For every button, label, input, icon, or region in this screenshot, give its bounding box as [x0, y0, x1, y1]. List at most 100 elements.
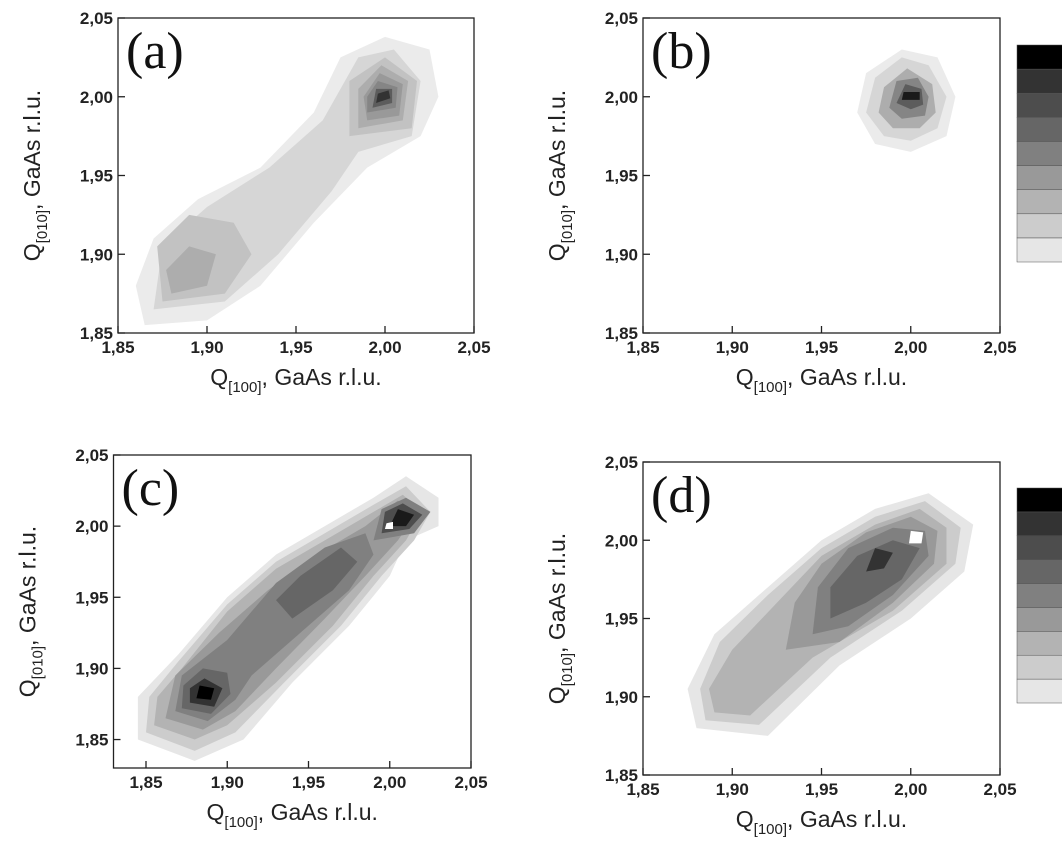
y-tick-label: 1,95 — [605, 610, 638, 629]
contour-level — [389, 509, 415, 527]
y-tick-label: 1,95 — [605, 167, 638, 186]
x-tick-label: 2,00 — [368, 338, 401, 357]
contour-level — [276, 547, 358, 619]
contour-level — [376, 90, 391, 103]
axis-label-rest: , GaAs r.l.u. — [787, 806, 907, 832]
y-tick-label: 1,90 — [605, 245, 638, 264]
axis-label-sub: [010] — [559, 210, 576, 243]
y-tick-label: 2,05 — [80, 9, 113, 28]
axis-label-sub: [010] — [559, 653, 576, 686]
contour-level — [196, 685, 215, 700]
y-tick-label: 1,85 — [80, 324, 113, 343]
x-tick-label: 2,00 — [894, 780, 927, 799]
colorbar-swatch — [1016, 559, 1062, 584]
colorbar-swatch — [1016, 678, 1062, 704]
y-tick-label: 1,95 — [75, 588, 108, 607]
axis-label-sub: [010] — [34, 210, 51, 243]
axis-label-rest: , GaAs r.l.u. — [15, 526, 41, 646]
axis-label-main: Q — [736, 806, 754, 832]
contour-level — [909, 530, 924, 544]
axis-label-main: Q — [207, 799, 225, 825]
colorbar-swatch — [1016, 511, 1062, 537]
colorbar-swatch — [1016, 237, 1062, 263]
axis-label-main: Q — [544, 686, 570, 704]
y-tick-label: 1,90 — [75, 659, 108, 678]
contour-level — [166, 246, 216, 294]
axis-label-main: Q — [544, 243, 570, 261]
colorbar-swatch — [1016, 44, 1062, 70]
contours — [687, 493, 974, 736]
x-tick-label: 1,85 — [626, 338, 659, 357]
axis-label-sub: [100] — [224, 814, 257, 831]
colorbar-swatch — [1016, 189, 1062, 215]
panel-label: (d) — [651, 467, 712, 524]
axis-label-main: Q — [15, 679, 41, 697]
x-tick-label: 1,90 — [716, 780, 749, 799]
x-tick-label: 1,85 — [626, 780, 659, 799]
axis-label: Q[100], GaAs r.l.u. — [736, 364, 907, 396]
x-tick-label: 2,05 — [983, 780, 1016, 799]
colorbar-swatch — [1016, 583, 1062, 608]
axis-label-rest: , GaAs r.l.u. — [544, 90, 570, 210]
y-tick-label: 2,00 — [80, 88, 113, 107]
x-tick-label: 2,05 — [983, 338, 1016, 357]
axis-label: Q[010], GaAs r.l.u. — [19, 90, 51, 261]
axis-label-sub: [100] — [228, 379, 261, 396]
x-tick-label: 1,85 — [129, 773, 162, 792]
y-tick-label: 1,85 — [605, 766, 638, 785]
y-tick-label: 1,85 — [75, 731, 108, 750]
axis-label: Q[100], GaAs r.l.u. — [207, 799, 378, 831]
axis-label-main: Q — [19, 243, 45, 261]
x-tick-label: 2,00 — [894, 338, 927, 357]
y-tick-label: 2,05 — [605, 9, 638, 28]
axis-label-sub: [010] — [30, 646, 47, 679]
panel-label: (b) — [651, 23, 712, 80]
x-tick-label: 1,90 — [190, 338, 223, 357]
colorbar-swatch — [1016, 213, 1062, 239]
axis-label-rest: , GaAs r.l.u. — [544, 533, 570, 653]
y-tick-label: 1,90 — [605, 688, 638, 707]
x-tick-label: 1,95 — [805, 338, 838, 357]
x-tick-label: 1,95 — [805, 780, 838, 799]
colorbar-swatch — [1016, 631, 1062, 656]
y-tick-label: 1,95 — [80, 167, 113, 186]
contour-level — [830, 540, 920, 619]
panel-label: (a) — [126, 23, 184, 80]
axis-label: Q[010], GaAs r.l.u. — [15, 526, 47, 697]
y-tick-label: 2,00 — [75, 517, 108, 536]
colorbar-swatch — [1016, 165, 1062, 190]
x-tick-label: 1,95 — [292, 773, 325, 792]
x-tick-label: 2,05 — [454, 773, 487, 792]
y-tick-label: 1,85 — [605, 324, 638, 343]
colorbar-swatch — [1016, 607, 1062, 632]
plot-frame — [112, 454, 472, 769]
contour-level — [384, 521, 393, 529]
contours — [857, 49, 956, 152]
axis-label-rest: , GaAs r.l.u. — [262, 364, 382, 390]
colorbar-swatch — [1016, 535, 1062, 560]
panel-label: (c) — [122, 460, 180, 517]
axis-label: Q[010], GaAs r.l.u. — [544, 533, 576, 704]
axis-label-rest: , GaAs r.l.u. — [787, 364, 907, 390]
x-tick-label: 2,00 — [373, 773, 406, 792]
x-tick-label: 1,90 — [211, 773, 244, 792]
contours — [137, 476, 439, 761]
contour-level — [866, 548, 893, 572]
axis-label-rest: , GaAs r.l.u. — [19, 90, 45, 210]
subplot: 1,85 1,90 1,95 2,00 2,05 1,85 1,90 1,95 2,00 2,05… — [19, 9, 491, 396]
y-tick-label: 2,05 — [605, 453, 638, 472]
x-tick-label: 1,85 — [101, 338, 134, 357]
axis-label-sub: [100] — [754, 821, 787, 838]
y-tick-label: 2,00 — [605, 88, 638, 107]
colorbar-swatch — [1016, 487, 1062, 513]
subplot: 1,85 1,90 1,95 2,00 2,05 1,85 1,90 1,95 2,00 2,05… — [544, 9, 1062, 396]
x-tick-label: 1,95 — [279, 338, 312, 357]
y-tick-label: 1,90 — [80, 245, 113, 264]
contour-level — [901, 92, 920, 100]
x-tick-label: 1,90 — [716, 338, 749, 357]
x-tick-label: 2,05 — [457, 338, 490, 357]
colorbar-swatch — [1016, 92, 1062, 118]
colorbar-swatch — [1016, 117, 1062, 142]
axis-label-rest: , GaAs r.l.u. — [258, 799, 378, 825]
